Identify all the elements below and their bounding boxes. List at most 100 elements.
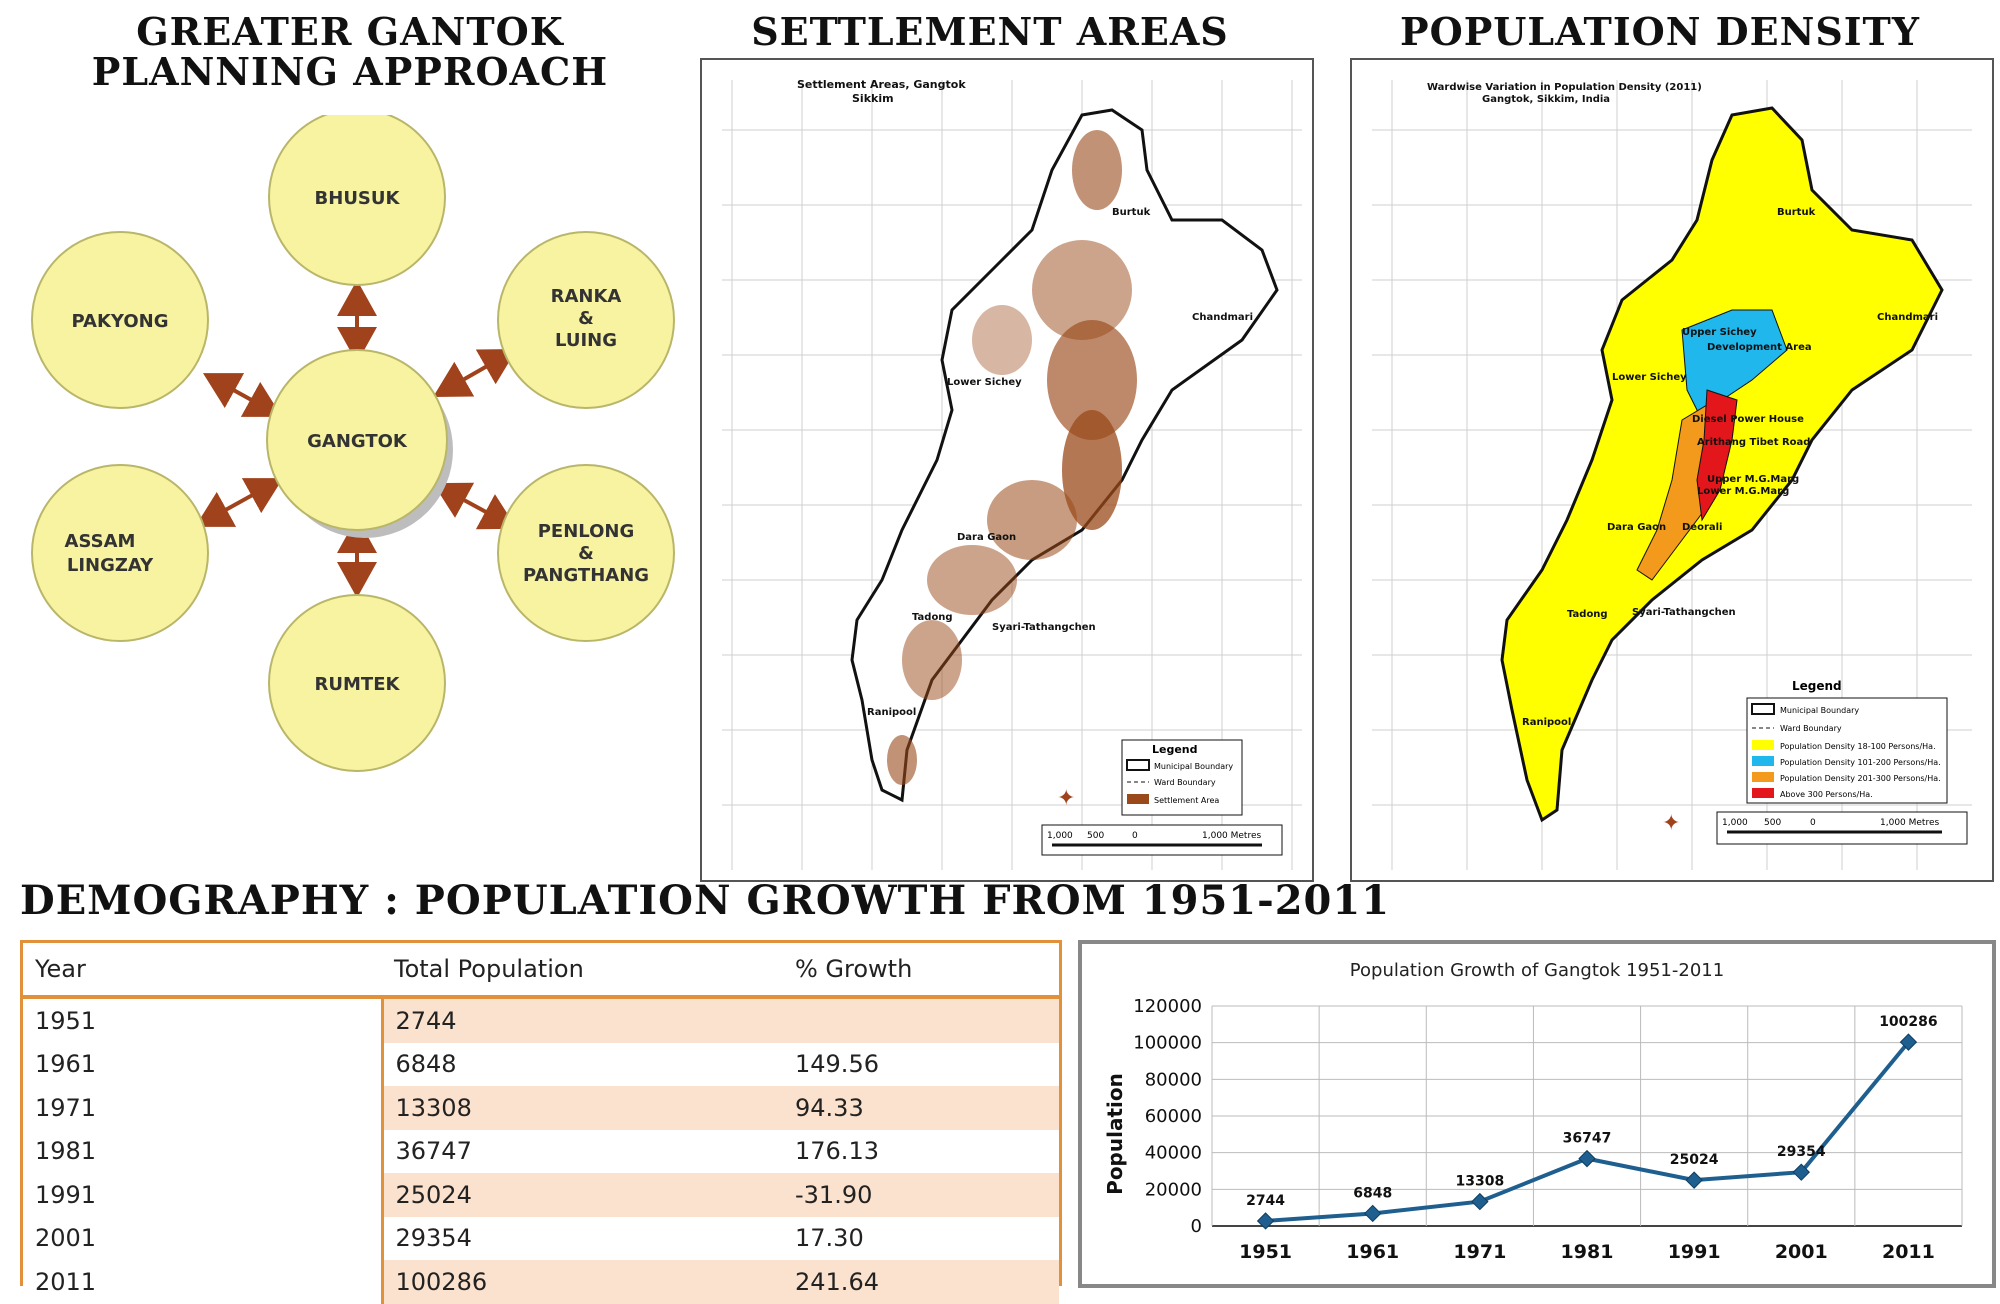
settlement-map: Settlement Areas, Gangtok Sikkim Burtuk … — [700, 58, 1314, 882]
table-row: 2001 29354 17.30 — [23, 1216, 1059, 1260]
settle-legend-2: Settlement Area — [1154, 796, 1219, 805]
density-place-4: Lower Sichey — [1612, 372, 1687, 383]
table-row: 1971 13308 94.33 — [23, 1086, 1059, 1130]
arrow-top-left — [203, 373, 282, 417]
data-label: 2744 — [1246, 1193, 1285, 1209]
density-place-7: Upper M.G.Marg — [1707, 474, 1799, 485]
density-scale-2: 0 — [1810, 818, 1816, 828]
y-tick-label: 60000 — [1145, 1106, 1202, 1127]
table-row: 1991 25024 -31.90 — [23, 1173, 1059, 1217]
node-assam — [31, 464, 209, 642]
settle-place-6: Ranipool — [867, 707, 916, 718]
density-map-svg: Wardwise Variation in Population Density… — [1372, 80, 1972, 870]
label-pakyong: PAKYONG — [72, 311, 169, 332]
density-place-9: Deorali — [1682, 522, 1723, 533]
density-place-0: Burtuk — [1777, 207, 1816, 218]
data-label: 25024 — [1670, 1152, 1719, 1168]
planning-heading-line2: PLANNING APPROACH — [91, 48, 609, 94]
chart-svg: Population Growth of Gangtok 1951-2011 P… — [1103, 960, 1963, 1263]
settle-scale-2: 0 — [1132, 831, 1138, 841]
density-legend-title: Legend — [1792, 679, 1842, 693]
x-tick-label: 1981 — [1561, 1241, 1614, 1263]
arrow-bottom-right — [432, 482, 518, 530]
density-place-12: Syari-Tathangchen — [1632, 607, 1736, 618]
density-title-2: Gangtok, Sikkim, India — [1482, 94, 1610, 105]
density-top-area — [1696, 389, 1738, 522]
chart-ylabel: Population — [1103, 1073, 1127, 1195]
data-label: 29354 — [1777, 1144, 1826, 1160]
settle-place-1: Chandmari — [1192, 312, 1253, 323]
label-assam-1: ASSAM — [65, 531, 136, 552]
y-tick-label: 20000 — [1145, 1179, 1202, 1200]
data-point — [1256, 1212, 1275, 1230]
density-title-1: Wardwise Variation in Population Density… — [1427, 82, 1702, 93]
density-scale-3: 1,000 Metres — [1880, 818, 1939, 828]
node-penlong — [497, 464, 675, 642]
density-place-2: Upper Sichey — [1682, 327, 1757, 338]
settle-title-2: Sikkim — [852, 92, 894, 105]
density-heading: POPULATION DENSITY — [1400, 9, 1920, 54]
node-bhusuk — [268, 115, 446, 286]
density-scale-0: 1,000 — [1722, 818, 1748, 828]
data-label: 6848 — [1353, 1185, 1392, 1201]
y-tick-label: 100000 — [1133, 1033, 1202, 1054]
density-place-11: Tadong — [1567, 609, 1608, 620]
y-tick-label: 40000 — [1145, 1143, 1202, 1164]
label-ranka-3: LUING — [555, 330, 617, 351]
node-rumtek — [268, 594, 446, 772]
table-header-row: Year Total Population % Growth — [23, 943, 1059, 999]
node-ranka — [497, 231, 675, 409]
settle-legend-title: Legend — [1152, 743, 1198, 756]
settle-place-3: Dara Gaon — [957, 532, 1016, 543]
data-label: 13308 — [1455, 1174, 1504, 1190]
x-tick-label: 1971 — [1453, 1241, 1506, 1263]
density-map: Wardwise Variation in Population Density… — [1350, 58, 1994, 882]
density-place-5: Diesel Power House — [1692, 414, 1804, 425]
density-legend-5: Above 300 Persons/Ha. — [1780, 790, 1873, 799]
data-point — [1685, 1171, 1703, 1189]
label-rumtek: RUMTEK — [315, 674, 401, 695]
y-tick-label: 0 — [1191, 1216, 1202, 1237]
settle-title-1: Settlement Areas, Gangtok — [797, 78, 966, 91]
arrow-bottom-left — [195, 478, 283, 527]
settle-place-0: Burtuk — [1112, 207, 1151, 218]
x-tick-label: 2001 — [1775, 1241, 1828, 1263]
density-legend-3: Population Density 101-200 Persons/Ha. — [1780, 758, 1941, 767]
col-year: Year — [23, 943, 382, 999]
density-scale: 1,000 500 0 1,000 Metres — [1716, 811, 1968, 845]
density-legend-4: Population Density 201-300 Persons/Ha. — [1780, 774, 1941, 783]
label-penlong-2: & — [578, 543, 594, 564]
x-tick-label: 2011 — [1882, 1241, 1935, 1263]
density-place-13: Ranipool — [1522, 717, 1571, 728]
population-chart: Population Growth of Gangtok 1951-2011 P… — [1078, 940, 1996, 1288]
density-place-3: Development Area — [1707, 342, 1812, 353]
density-legend: Legend Municipal Boundary Ward Boundary … — [1746, 679, 1948, 804]
settle-scale-3: 1,000 Metres — [1202, 831, 1261, 841]
col-growth: % Growth — [783, 943, 1059, 999]
settle-scale-1: 500 — [1087, 831, 1104, 841]
settle-legend-1: Ward Boundary — [1154, 778, 1216, 787]
x-tick-label: 1961 — [1346, 1241, 1399, 1263]
chart-title: Population Growth of Gangtok 1951-2011 — [1350, 960, 1724, 981]
table-row: 1961 6848 149.56 — [23, 1042, 1059, 1086]
settle-place-5: Syari-Tathangchen — [992, 622, 1096, 633]
settle-legend-0: Municipal Boundary — [1154, 762, 1233, 771]
settle-legend: Legend Municipal Boundary Ward Boundary … — [1121, 739, 1243, 816]
y-tick-label: 120000 — [1133, 996, 1202, 1017]
node-pakyong — [31, 231, 209, 409]
map-grid — [722, 80, 1302, 870]
density-legend-0: Municipal Boundary — [1780, 706, 1859, 715]
col-total-population: Total Population — [382, 943, 783, 999]
table-row: 2011 100286 241.64 — [23, 1260, 1059, 1304]
label-assam-2: LINGZAY — [67, 555, 154, 576]
planning-heading: GREATER GANTOK PLANNING APPROACH — [20, 12, 680, 92]
density-place-6: Arithang Tibet Road — [1697, 437, 1810, 448]
population-table: Year Total Population % Growth 1951 2744 … — [20, 940, 1062, 1304]
density-place-8: Lower M.G.Marg — [1697, 486, 1789, 497]
node-gangtok — [266, 349, 448, 531]
data-point — [1792, 1163, 1810, 1181]
demography-heading: DEMOGRAPHY : POPULATION GROWTH FROM 1951… — [20, 877, 1391, 924]
density-scale-1: 500 — [1764, 818, 1781, 828]
x-tick-label: 1991 — [1668, 1241, 1721, 1263]
label-gangtok: GANGTOK — [307, 431, 408, 452]
